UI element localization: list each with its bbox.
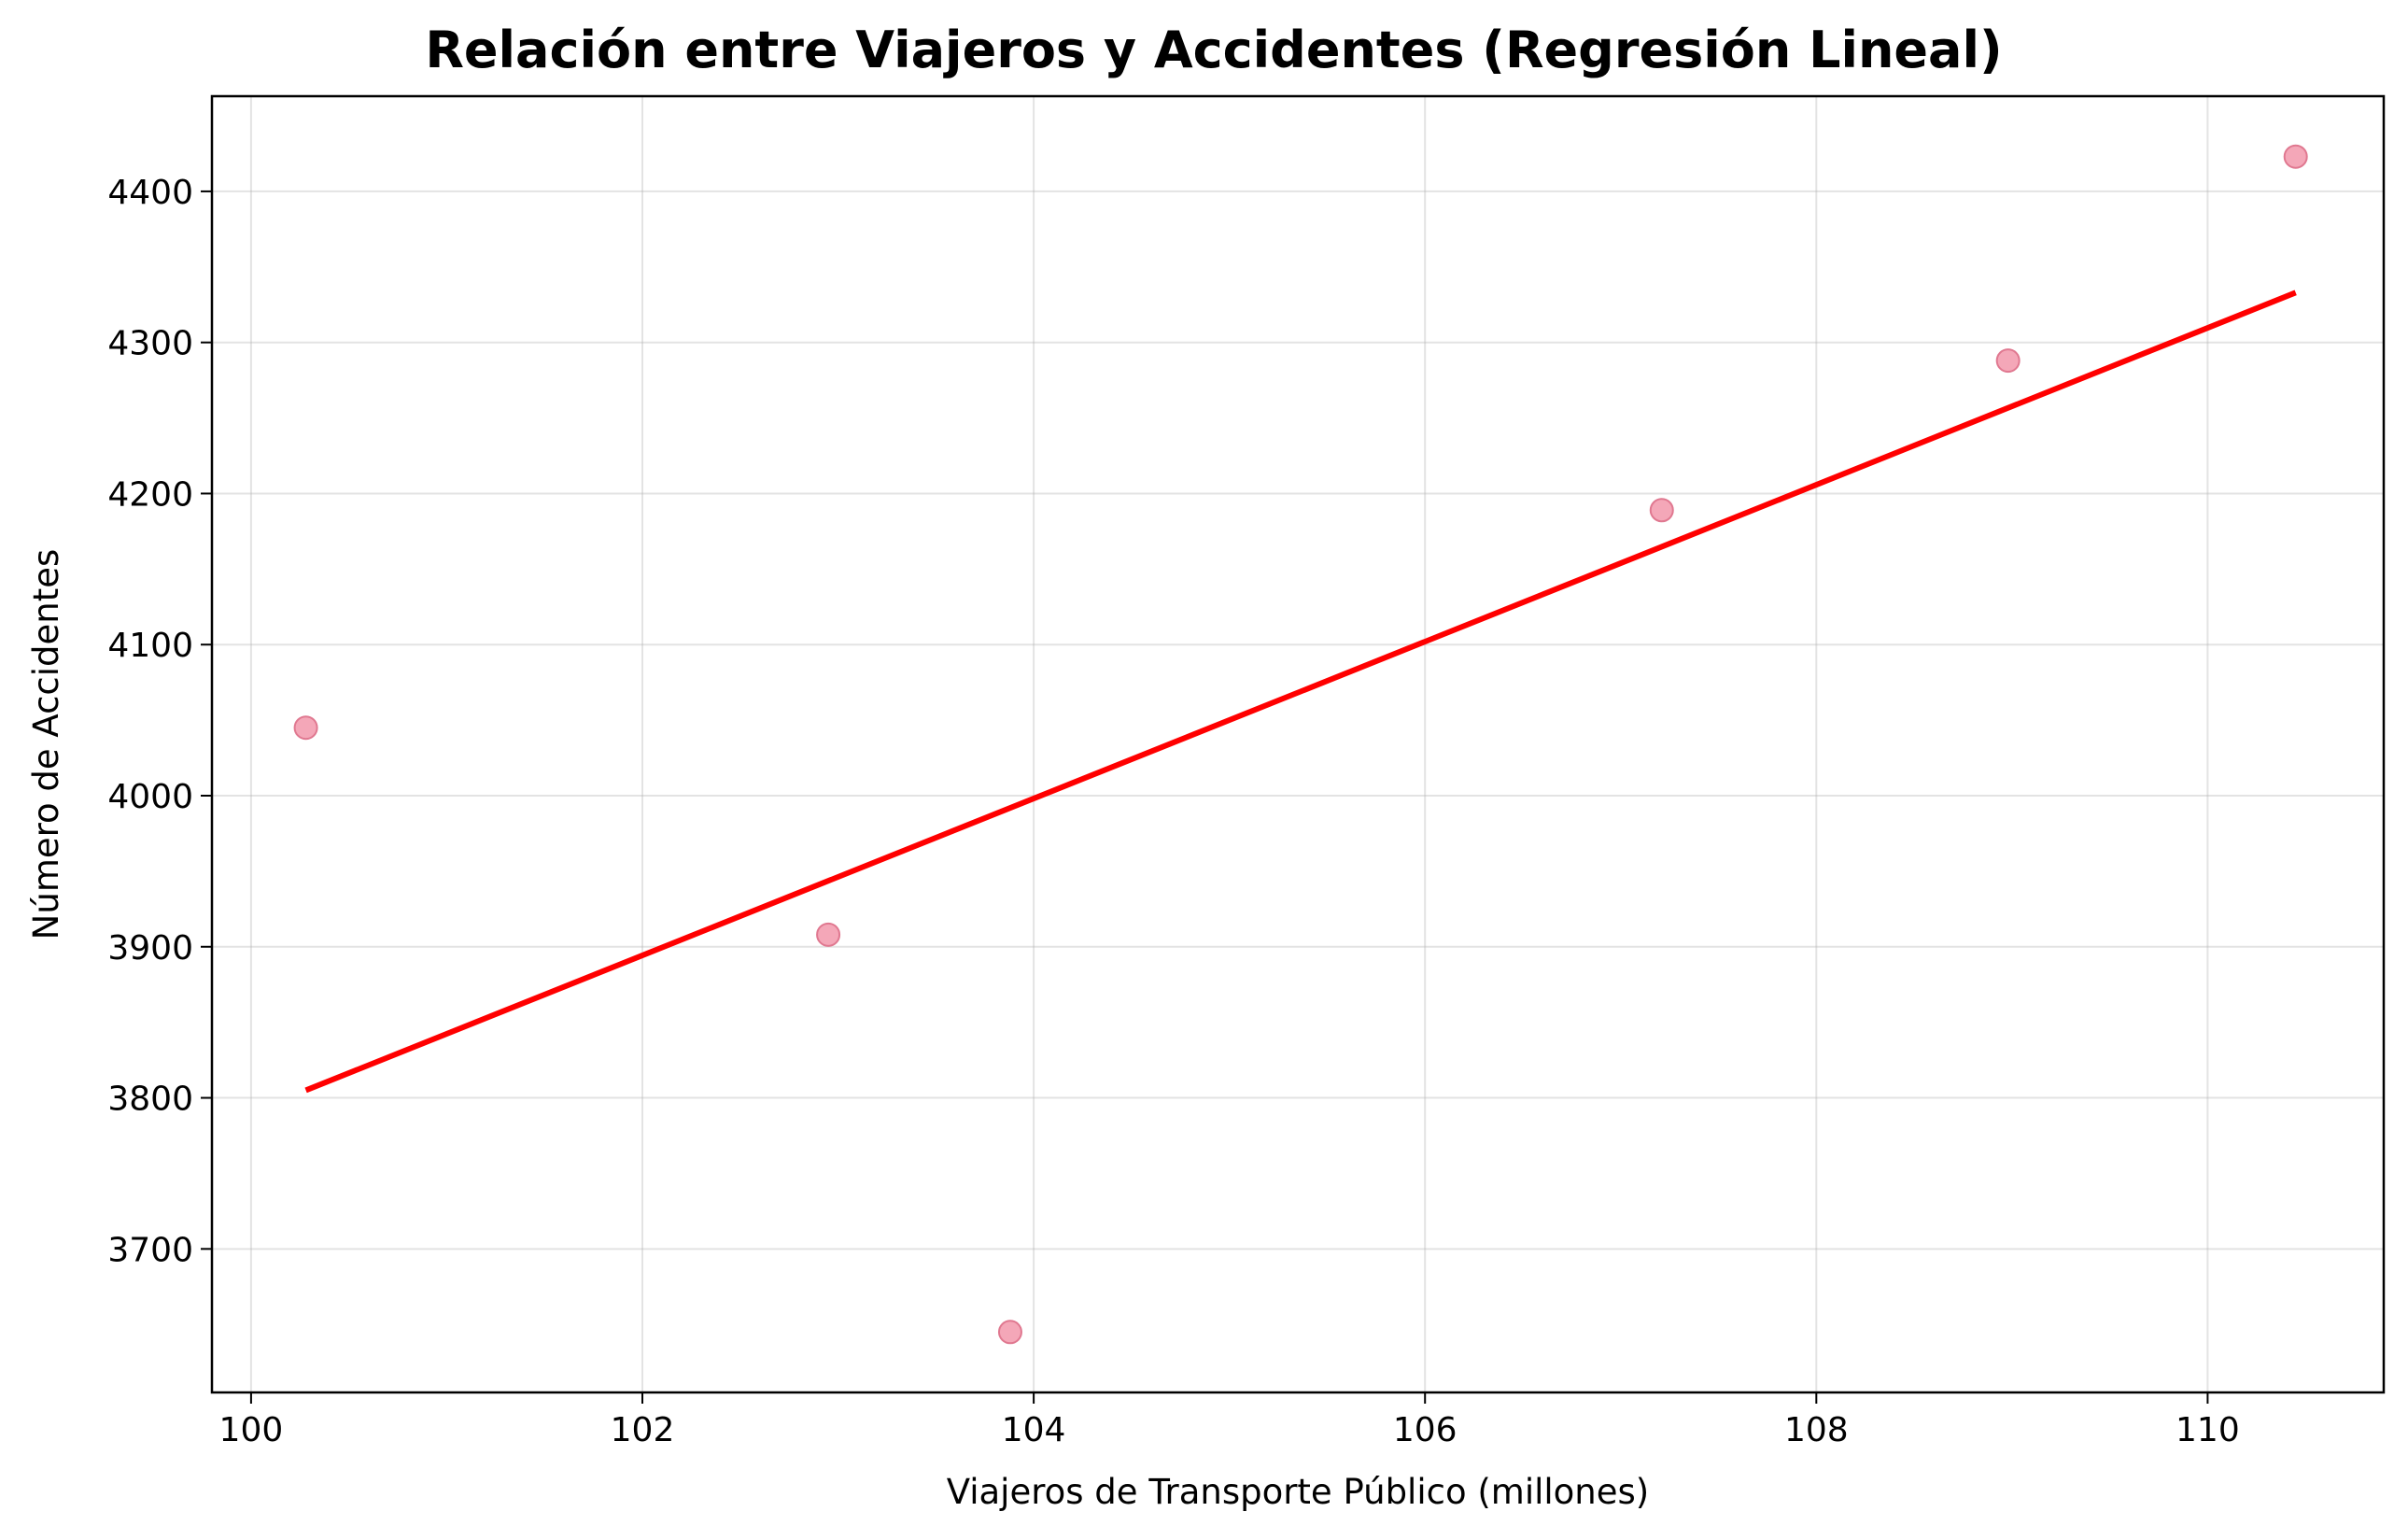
scatter-point bbox=[2283, 144, 2308, 169]
x-tick-label: 100 bbox=[219, 1411, 284, 1449]
scatter-points bbox=[293, 144, 2308, 1345]
y-axis-label: Número de Accidentes bbox=[26, 549, 66, 940]
plot-frame bbox=[210, 94, 2386, 1394]
y-tick-label: 4000 bbox=[107, 778, 193, 816]
x-tick-label: 104 bbox=[1002, 1411, 1066, 1449]
x-tick-label: 108 bbox=[1784, 1411, 1849, 1449]
x-axis-ticks: 100 102 104 106 108 110 bbox=[219, 1392, 2240, 1449]
y-tick-label: 4400 bbox=[107, 174, 193, 212]
y-tick-label: 4200 bbox=[107, 475, 193, 514]
scatter-point bbox=[816, 922, 841, 947]
x-axis-label: Viajeros de Transporte Público (millones… bbox=[947, 1472, 1650, 1512]
y-tick-label: 3900 bbox=[107, 929, 193, 968]
y-tick-label: 4100 bbox=[107, 627, 193, 665]
y-tick-label: 3700 bbox=[107, 1231, 193, 1269]
scatter-point bbox=[1649, 498, 1674, 523]
scatter-point bbox=[293, 715, 318, 741]
x-tick-label: 102 bbox=[611, 1411, 675, 1449]
x-tick-label: 110 bbox=[2176, 1411, 2240, 1449]
scatter-point bbox=[1995, 348, 2021, 374]
y-tick-label: 4300 bbox=[107, 325, 193, 363]
x-tick-label: 106 bbox=[1393, 1411, 1457, 1449]
regression-line bbox=[304, 290, 2297, 1094]
regression-line-layer bbox=[304, 290, 2297, 1094]
y-axis-ticks: 3700 3800 3900 4000 4100 4200 4300 4400 bbox=[107, 174, 212, 1269]
chart-title: Relación entre Viajeros y Accidentes (Re… bbox=[425, 21, 2002, 79]
grid bbox=[212, 96, 2384, 1392]
y-tick-label: 3800 bbox=[107, 1081, 193, 1119]
scatter-point bbox=[997, 1320, 1022, 1345]
